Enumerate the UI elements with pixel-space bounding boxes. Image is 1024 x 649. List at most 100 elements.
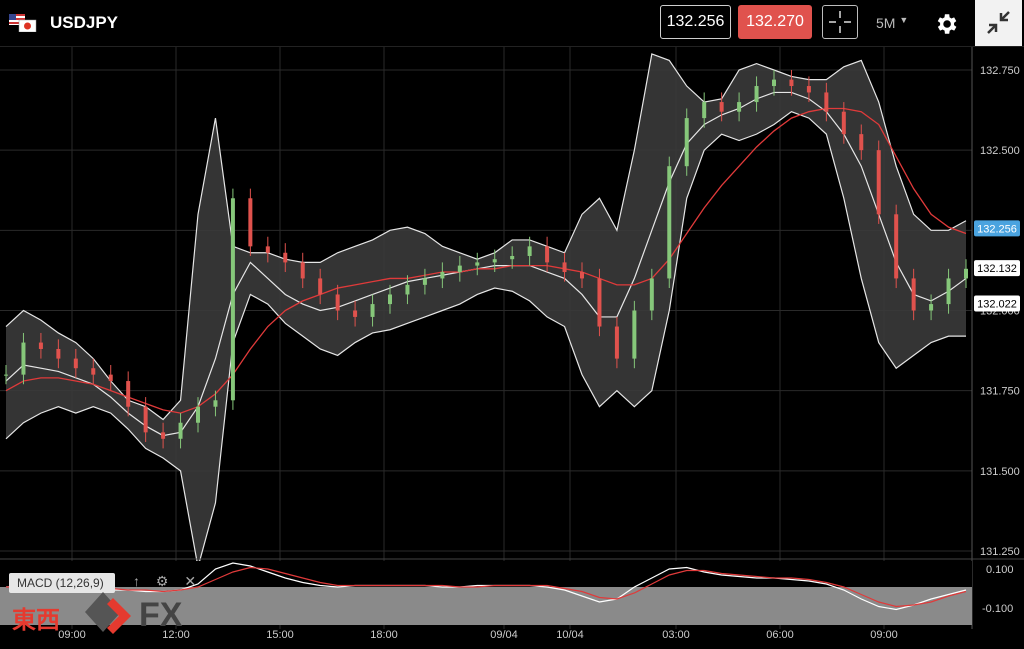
candle-body: [911, 278, 916, 311]
close-icon[interactable]: ✕: [184, 573, 197, 589]
candle-body: [614, 326, 619, 359]
candle-body: [388, 294, 392, 305]
candle-body: [562, 262, 567, 273]
candle-body: [824, 92, 829, 112]
y-tick-label: 132.500: [980, 145, 1020, 157]
collapse-button[interactable]: [975, 0, 1022, 46]
currency-flags-icon: [9, 14, 37, 32]
candle-body: [789, 79, 794, 87]
y-tick-label: 131.250: [980, 546, 1020, 558]
candle-body: [265, 246, 270, 253]
macd-tick: -0.100: [982, 603, 1013, 615]
candle-body: [684, 118, 689, 167]
candle-body: [73, 358, 78, 369]
symbol-label[interactable]: USDJPY: [50, 13, 119, 32]
candle-body: [405, 284, 410, 295]
x-tick-label: 03:00: [662, 629, 690, 641]
candle-body: [580, 272, 584, 279]
x-tick-label: 09/04: [490, 629, 518, 641]
candle-body: [457, 265, 462, 273]
collapse-icon: [987, 11, 1010, 34]
price-chart[interactable]: 132.750132.500132.250132.000131.750131.5…: [0, 47, 1024, 649]
candle-body: [56, 348, 61, 359]
candle-body: [649, 278, 654, 311]
x-tick-label: 09:00: [870, 629, 898, 641]
crosshair-icon: [829, 11, 851, 33]
candle-body: [632, 310, 637, 359]
bollinger-band: [6, 53, 966, 568]
price-tag-label: 132.022: [977, 298, 1017, 310]
candle-body: [964, 268, 968, 279]
gear-icon[interactable]: [933, 11, 959, 37]
ask-price-button[interactable]: 132.270: [738, 5, 812, 39]
toolbar: USDJPY 132.256 132.270 5M ▼: [0, 0, 1024, 47]
candle-body: [213, 400, 218, 407]
price-tag: [974, 260, 1020, 277]
watermark-text: 東西: [12, 606, 60, 634]
candle-body: [545, 246, 550, 263]
bollinger-lower: [5, 111, 966, 568]
moving-average: [5, 107, 967, 414]
candle-body: [510, 255, 515, 260]
candle-body: [248, 198, 253, 247]
macd-label[interactable]: MACD (12,26,9): [9, 573, 115, 593]
crosshair-button[interactable]: [822, 5, 858, 39]
y-tick-label: 131.500: [980, 466, 1020, 478]
candle-body: [806, 86, 811, 93]
x-tick-label: 06:00: [766, 629, 794, 641]
gear-icon[interactable]: ⚙: [155, 573, 169, 589]
candle-body: [894, 214, 899, 279]
candle-body: [929, 304, 934, 311]
candle-body: [126, 381, 131, 407]
arrow-up-icon[interactable]: ↑: [133, 573, 140, 589]
candle-body: [719, 102, 724, 112]
macd-controls: ↑ ⚙ ✕: [133, 573, 208, 590]
candle-body: [475, 262, 480, 266]
candle-body: [283, 252, 288, 263]
candle-body: [859, 134, 864, 151]
candle-body: [161, 432, 166, 439]
candle-body: [353, 310, 358, 317]
candle-body: [492, 259, 497, 263]
x-tick-label: 15:00: [266, 629, 294, 641]
x-tick-label: 09:00: [58, 629, 86, 641]
candle-body: [597, 278, 602, 327]
chevron-down-icon: ▼: [899, 15, 909, 25]
candle-body: [702, 102, 707, 119]
candle-body: [876, 150, 881, 215]
candle-body: [143, 406, 148, 433]
price-tag: [974, 220, 1020, 237]
watermark-logo: 東西 FX: [9, 588, 209, 636]
candle-body: [108, 374, 113, 382]
candle-body: [300, 262, 305, 279]
candle-body: [772, 79, 776, 87]
bollinger-upper: [5, 53, 967, 421]
price-tag: [974, 295, 1020, 312]
bid-price-button[interactable]: 132.256: [660, 5, 731, 39]
y-tick-label: 131.750: [980, 386, 1020, 398]
candle-body: [667, 166, 672, 279]
timeframe-selector[interactable]: 5M ▼: [876, 15, 908, 31]
candle-body: [946, 278, 951, 305]
candle-body: [178, 422, 183, 439]
signal-line: [6, 566, 967, 608]
watermark-fx: FX: [139, 596, 183, 634]
candle-body: [422, 278, 427, 285]
candle-body: [440, 272, 445, 279]
x-tick-label: 12:00: [162, 629, 190, 641]
candle-body: [335, 294, 340, 311]
candle-body: [841, 111, 846, 135]
candle-body: [4, 374, 8, 376]
candle-body: [527, 246, 532, 256]
x-tick-label: 10/04: [556, 629, 584, 641]
candle-body: [21, 342, 26, 375]
candle-body: [370, 304, 375, 317]
diamond-logo-icon: [85, 592, 131, 634]
candle-body: [318, 278, 323, 295]
price-tag-label: 132.256: [977, 223, 1017, 235]
candle-body: [196, 406, 200, 423]
x-tick-label: 18:00: [370, 629, 398, 641]
candle-body: [754, 86, 759, 103]
macd-band: [0, 587, 972, 625]
bollinger-middle: [5, 91, 967, 437]
